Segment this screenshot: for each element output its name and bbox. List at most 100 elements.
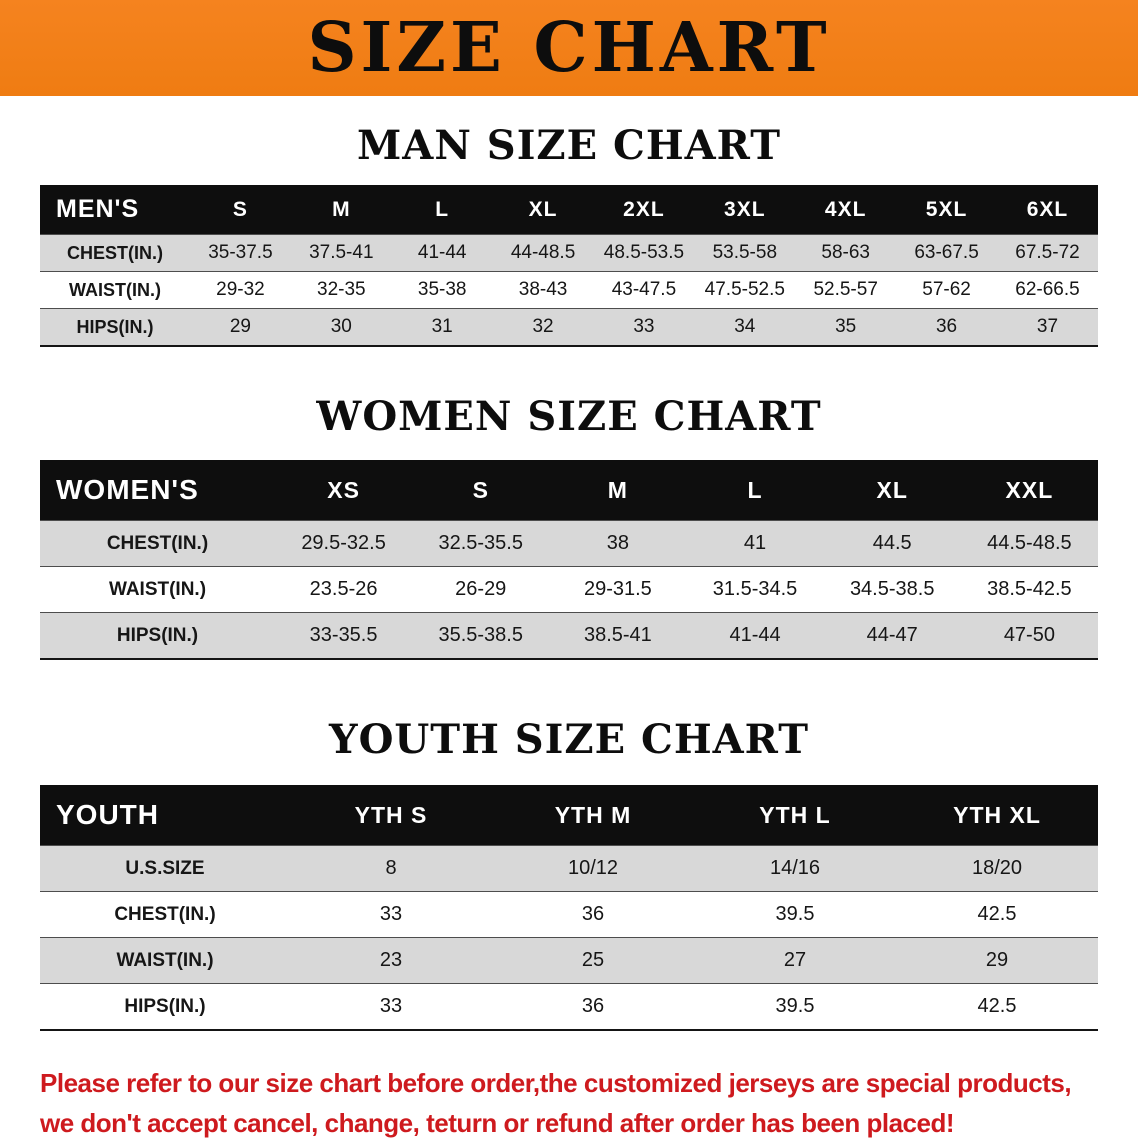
size-header-cell: XL bbox=[492, 185, 594, 235]
size-header-cell: 5XL bbox=[896, 185, 997, 235]
size-header-cell: L bbox=[391, 185, 493, 235]
size-value-cell: 44-48.5 bbox=[510, 242, 576, 263]
size-value-cell: 8 bbox=[385, 857, 397, 879]
size-header-cell: YTH XL bbox=[896, 785, 1098, 846]
women-chart-heading: WOMEN SIZE CHART bbox=[316, 393, 822, 440]
size-value-cell: 38.5-42.5 bbox=[987, 578, 1072, 600]
table-row: HIPS(IN.) 33-35.5 35.5-38.5 38.5-41 41-44 44-… bbox=[40, 612, 1098, 659]
size-value-cell: 35-38 bbox=[417, 279, 467, 300]
size-value-cell: 31 bbox=[431, 316, 453, 337]
size-value-cell: 62-66.5 bbox=[1015, 279, 1080, 300]
men-size-table: MEN'S S M L XL 2XL 3XL 4XL 5XL 6XL CHEST(IN.) 35-37… bbox=[40, 185, 1098, 347]
table-header-row: WOMEN'S XS S M L XL XXL bbox=[40, 460, 1098, 521]
size-value-cell: 10/12 bbox=[567, 857, 619, 879]
size-value-cell: 29 bbox=[229, 316, 251, 337]
size-header-cell: 6XL bbox=[997, 185, 1098, 235]
row-label-cell: CHEST(IN.) bbox=[114, 903, 216, 925]
table-title-cell: MEN'S bbox=[40, 185, 190, 235]
table-row: CHEST(IN.) 33 36 39.5 42.5 bbox=[40, 891, 1098, 938]
size-value-cell: 32-35 bbox=[317, 279, 366, 300]
table-row: HIPS(IN.) 33 36 39.5 42.5 bbox=[40, 983, 1098, 1030]
size-header-cell: 3XL bbox=[694, 185, 796, 235]
size-header-cell: YTH M bbox=[492, 785, 694, 846]
women-size-section: WOMEN SIZE CHART WOMEN'S XS S M L XL XXL CHEST(… bbox=[0, 393, 1138, 660]
size-value-cell: 58-63 bbox=[821, 242, 870, 263]
size-value-cell: 38 bbox=[606, 532, 630, 554]
row-label-cell: HIPS(IN.) bbox=[124, 995, 206, 1017]
size-value-cell: 38.5-41 bbox=[583, 624, 652, 646]
size-value-cell: 63-67.5 bbox=[914, 242, 979, 263]
size-value-cell: 43-47.5 bbox=[611, 279, 677, 300]
size-value-cell: 36 bbox=[581, 903, 605, 925]
size-value-cell: 48.5-53.5 bbox=[603, 242, 685, 263]
size-value-cell: 32 bbox=[532, 316, 554, 337]
table-row: WAIST(IN.) 29-32 32-35 35-38 38-43 43-47.5 47.… bbox=[40, 271, 1098, 309]
size-value-cell: 29.5-32.5 bbox=[301, 532, 386, 554]
women-size-table: WOMEN'S XS S M L XL XXL CHEST(IN.) 29.5-32.5 32.5… bbox=[40, 460, 1098, 660]
size-value-cell: 30 bbox=[330, 316, 352, 337]
disclaimer-footer: Please refer to our size chart before or… bbox=[0, 1063, 1138, 1144]
size-value-cell: 18/20 bbox=[971, 857, 1023, 879]
size-value-cell: 36 bbox=[935, 316, 958, 337]
size-value-cell: 33 bbox=[379, 995, 403, 1017]
size-value-cell: 33 bbox=[379, 903, 403, 925]
banner: SIZE CHART bbox=[0, 0, 1138, 96]
size-value-cell: 67.5-72 bbox=[1015, 242, 1080, 263]
table-row: WAIST(IN.) 23.5-26 26-29 29-31.5 31.5-34.5 34… bbox=[40, 566, 1098, 613]
size-value-cell: 29 bbox=[985, 949, 1009, 971]
size-header-cell: XS bbox=[275, 460, 413, 521]
size-value-cell: 25 bbox=[581, 949, 605, 971]
size-value-cell: 33-35.5 bbox=[309, 624, 378, 646]
youth-chart-heading: YOUTH SIZE CHART bbox=[329, 716, 809, 763]
row-label-cell: WAIST(IN.) bbox=[116, 949, 214, 971]
size-header-cell: YTH S bbox=[290, 785, 492, 846]
size-value-cell: 14/16 bbox=[769, 857, 821, 879]
table-row: HIPS(IN.) 29 30 31 32 33 34 35 36 37 bbox=[40, 308, 1098, 346]
size-value-cell: 53.5-58 bbox=[712, 242, 778, 263]
men-chart-heading: MAN SIZE CHART bbox=[357, 122, 781, 169]
size-header-cell: YTH L bbox=[694, 785, 896, 846]
size-value-cell: 29-32 bbox=[216, 279, 265, 300]
size-header-cell: S bbox=[190, 185, 291, 235]
page-title: SIZE CHART bbox=[307, 8, 831, 88]
size-value-cell: 44.5-48.5 bbox=[987, 532, 1072, 554]
disclaimer-line-1: Please refer to our size chart before or… bbox=[40, 1068, 1072, 1098]
size-value-cell: 31.5-34.5 bbox=[712, 578, 798, 600]
size-value-cell: 32.5-35.5 bbox=[438, 532, 523, 554]
row-label-cell: WAIST(IN.) bbox=[69, 279, 161, 300]
table-row: WAIST(IN.) 23 25 27 29 bbox=[40, 937, 1098, 984]
size-value-cell: 35-37.5 bbox=[208, 242, 273, 263]
table-row: CHEST(IN.) 29.5-32.5 32.5-35.5 38 41 44.5 44.5… bbox=[40, 520, 1098, 567]
row-label-cell: CHEST(IN.) bbox=[106, 532, 209, 554]
size-value-cell: 23 bbox=[379, 949, 403, 971]
size-value-cell: 42.5 bbox=[977, 903, 1017, 925]
size-header-cell: M bbox=[549, 460, 687, 521]
size-header-cell: 2XL bbox=[593, 185, 695, 235]
size-value-cell: 47-50 bbox=[1003, 624, 1055, 646]
size-value-cell: 38-43 bbox=[518, 279, 568, 300]
size-value-cell: 29-31.5 bbox=[583, 578, 652, 600]
size-value-cell: 34.5-38.5 bbox=[849, 578, 935, 600]
size-value-cell: 36 bbox=[581, 995, 605, 1017]
size-value-cell: 41 bbox=[743, 532, 767, 554]
disclaimer-text: Please refer to our size chart before or… bbox=[40, 1063, 1138, 1144]
men-size-section: MAN SIZE CHART MEN'S S M L XL 2XL 3XL 4XL 5XL 6XL… bbox=[0, 122, 1138, 347]
size-header-cell: S bbox=[412, 460, 550, 521]
size-value-cell: 26-29 bbox=[455, 578, 507, 600]
row-label-cell: HIPS(IN.) bbox=[116, 624, 199, 646]
table-row: CHEST(IN.) 35-37.5 37.5-41 41-44 44-48.5 48.5… bbox=[40, 234, 1098, 272]
size-header-cell: M bbox=[290, 185, 392, 235]
row-label-cell: U.S.SIZE bbox=[125, 857, 205, 879]
size-value-cell: 39.5 bbox=[775, 995, 815, 1017]
size-value-cell: 33 bbox=[633, 316, 655, 337]
size-header-cell: XXL bbox=[960, 460, 1098, 521]
youth-size-table: YOUTH YTH S YTH M YTH L YTH XL U.S.SIZE 8 10/12… bbox=[40, 785, 1098, 1031]
size-value-cell: 41-44 bbox=[417, 242, 467, 263]
size-header-cell: 4XL bbox=[795, 185, 897, 235]
size-value-cell: 52.5-57 bbox=[813, 279, 878, 300]
size-value-cell: 27 bbox=[783, 949, 807, 971]
size-value-cell: 39.5 bbox=[775, 903, 815, 925]
row-label-cell: CHEST(IN.) bbox=[67, 242, 163, 263]
size-value-cell: 37 bbox=[1036, 316, 1059, 337]
